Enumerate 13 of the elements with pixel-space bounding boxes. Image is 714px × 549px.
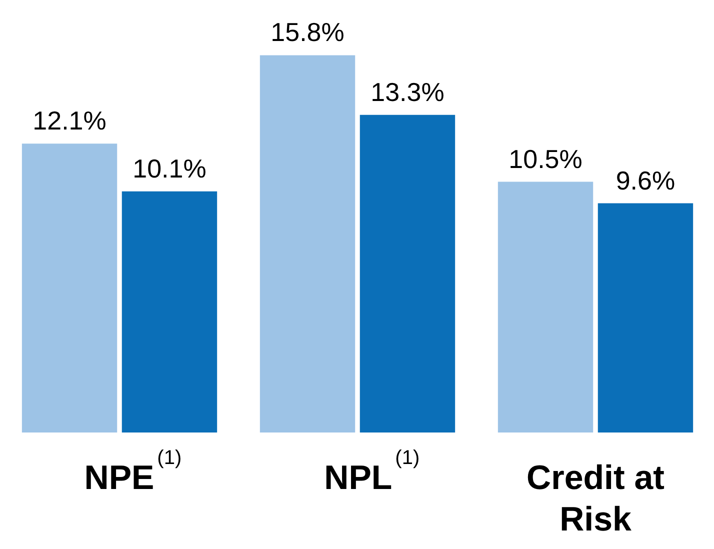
data-label: 13.3%: [370, 76, 444, 107]
data-label: 9.6%: [616, 165, 676, 196]
data-label: 15.8%: [270, 17, 344, 48]
x-tick-label: Credit at Risk: [526, 458, 664, 539]
bar: [22, 144, 118, 433]
bar: [122, 191, 218, 433]
bar: [498, 182, 594, 433]
data-label: 12.1%: [32, 106, 106, 136]
bar: [260, 55, 356, 433]
data-label: 10.5%: [508, 144, 582, 174]
bar: [598, 203, 694, 433]
data-label: 10.1%: [132, 153, 206, 184]
bar: [360, 114, 456, 433]
